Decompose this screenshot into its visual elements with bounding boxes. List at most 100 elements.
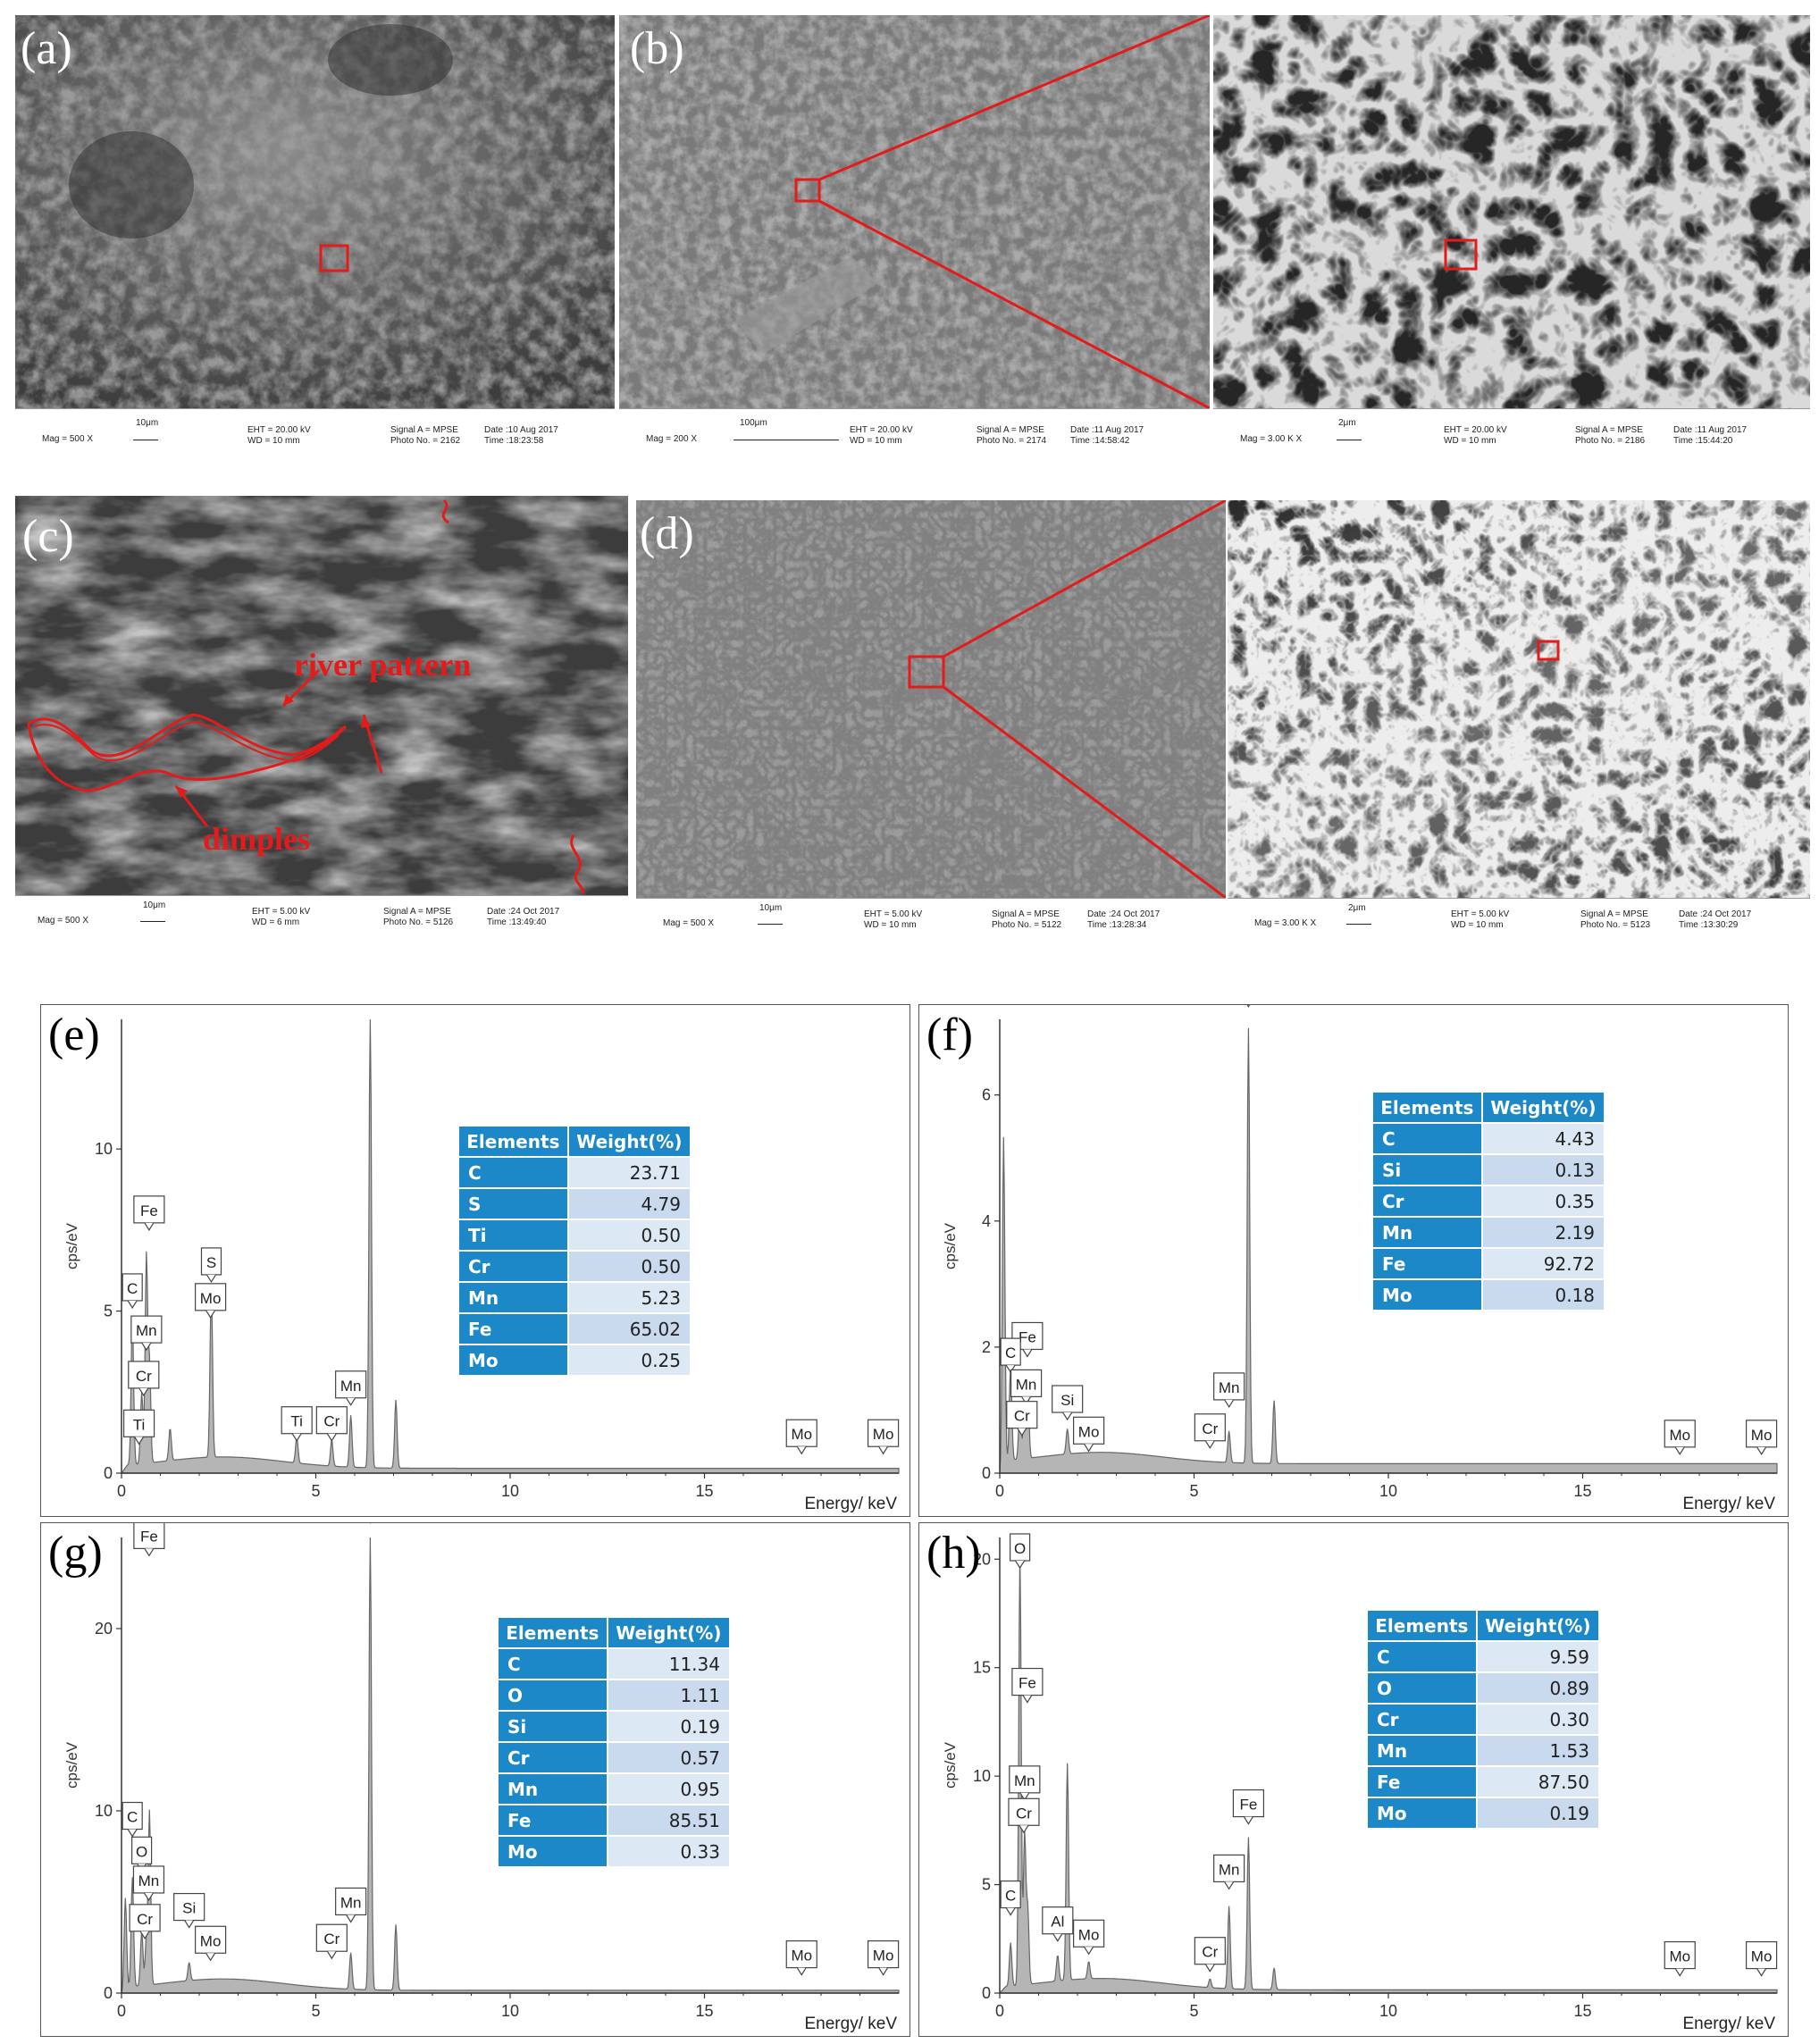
- peak-label-box: [1232, 1788, 1264, 1818]
- photo-text: Photo No. = 5122: [992, 920, 1062, 930]
- peak-label-pointer: [326, 1433, 337, 1442]
- peak-label-text: O: [1014, 1540, 1026, 1557]
- composition-table-e: Elements Weight(%) C 23.71 S 4.79 Ti 0.50 Cr 0.5…: [457, 1125, 692, 1377]
- wd-text: WD = 6 mm: [252, 917, 300, 927]
- y-tick-label: 4: [982, 1212, 991, 1230]
- element-cell: Fe: [497, 1804, 608, 1837]
- weight-cell: 0.50: [566, 1219, 692, 1252]
- y-tick-label: 15: [973, 1659, 991, 1677]
- region-marker: [1444, 239, 1478, 271]
- photo-text: Photo No. = 5126: [383, 917, 454, 927]
- weight-cell: 4.43: [1480, 1122, 1606, 1155]
- element-cell: Cr: [1371, 1185, 1483, 1218]
- weight-cell: 0.57: [606, 1741, 732, 1774]
- table-body: C 23.71 S 4.79 Ti 0.50 Cr 0.50 Mn 5.23 Fe 65.02 Mo 0.…: [457, 1156, 692, 1377]
- peak-label: Fe: [133, 1523, 165, 1557]
- table-row: Mo 0.18: [1371, 1278, 1606, 1311]
- peak-label: Mo: [1073, 1919, 1105, 1956]
- peak-label-box: [335, 1370, 367, 1399]
- peak-label-box: [1011, 1667, 1044, 1696]
- peak-label-box: [867, 1940, 900, 1969]
- peak-label-text: Mo: [791, 1426, 812, 1443]
- element-cell: Mn: [1371, 1216, 1483, 1249]
- element-cell: Si: [1371, 1153, 1483, 1186]
- table-row: C 11.34: [497, 1647, 732, 1680]
- weight-cell: 0.89: [1475, 1671, 1601, 1705]
- element-cell: C: [457, 1156, 569, 1189]
- element-cell: S: [457, 1187, 569, 1220]
- table-row: Fe 85.51: [497, 1804, 732, 1837]
- peak-label: Mn: [130, 1315, 163, 1352]
- peak-label-text: Cr: [136, 1368, 152, 1385]
- y-tick-label: 0: [982, 1464, 991, 1482]
- peak-label-text: Cr: [1202, 1420, 1218, 1437]
- signal-text: Signal A = MPSE: [977, 425, 1044, 435]
- peak-label-box: [785, 1419, 817, 1447]
- table-header-weight: Weight(%): [1475, 1609, 1601, 1642]
- table-row: Ti 0.50: [457, 1219, 692, 1252]
- y-axis-label: cps/eV: [63, 1741, 80, 1788]
- peak-label: Mo: [867, 1419, 900, 1455]
- peak-label: Ti: [122, 1409, 155, 1445]
- peak-label-pointer: [1246, 1005, 1251, 1009]
- region-marker: [1537, 640, 1560, 661]
- table-body: C 4.43 Si 0.13 Cr 0.35 Mn 2.19 Fe 92.72 Mo 0.18: [1371, 1122, 1606, 1311]
- peak-label: Mn: [132, 1865, 165, 1902]
- peak-label: Mn: [1213, 1854, 1245, 1890]
- table-row: Mo 0.33: [497, 1835, 732, 1868]
- peak-label-text: Mn: [1016, 1376, 1037, 1393]
- x-tick-label: 5: [311, 2002, 320, 2020]
- peak-label: Al: [1042, 1906, 1074, 1942]
- annotation-dimples: dimples: [203, 821, 311, 857]
- x-tick-label: 0: [995, 2002, 1004, 2020]
- sem-databar-b: Mag = 200 X 100μm EHT = 20.00 kV WD = 10…: [619, 408, 1210, 465]
- peak-label-box: [1745, 1940, 1778, 1970]
- peak-label-text: Mo: [1751, 1948, 1773, 1965]
- element-cell: O: [497, 1679, 608, 1712]
- sem-micrograph-b: [619, 15, 1210, 410]
- element-cell: C: [497, 1647, 608, 1680]
- peak-label: Cr: [1008, 1797, 1040, 1834]
- spectrum-area: [999, 1027, 1778, 1474]
- peak-label-text: S: [206, 1254, 216, 1271]
- peak-label-pointer: [1756, 1446, 1767, 1455]
- sem-databar-d: Mag = 500 X 10μm EHT = 5.00 kV WD = 10 m…: [636, 898, 1226, 945]
- table-row: C 9.59: [1366, 1640, 1601, 1673]
- peak-label-pointer: [1062, 1412, 1073, 1421]
- x-tick-label: 15: [1573, 1482, 1591, 1500]
- eds-panel-f: 0 2 4 6 0 5 10 15 cps/eV Energy/ keV Fe C Mn Cr Si Mo Cr…: [918, 1004, 1789, 1517]
- weight-cell: 65.02: [566, 1312, 692, 1345]
- time-text: Time :13:30:29: [1679, 920, 1739, 930]
- peak-label-pointer: [1017, 1428, 1027, 1437]
- peak-label-pointer: [138, 1387, 149, 1397]
- peak-label-text: Cr: [1014, 1408, 1030, 1425]
- sem-image-b-zoom: Mag = 3.00 K X 2μm EHT = 20.00 kV WD = 1…: [1213, 15, 1810, 465]
- peak-label: Mo: [195, 1283, 227, 1319]
- peak-label-pointer: [144, 1222, 155, 1231]
- sem-micrograph-d-zoom: [1228, 500, 1810, 898]
- sem-image-a: Mag = 500 X 10μm EHT = 20.00 kV WD = 10 …: [15, 15, 615, 465]
- peak-label: C: [1000, 1880, 1021, 1916]
- peak-label-box: [1194, 1413, 1226, 1442]
- peak-label-text: Mo: [791, 1948, 812, 1964]
- peak-label: Mn: [1010, 1369, 1043, 1405]
- peak-label-pointer: [1756, 1968, 1767, 1977]
- y-tick-label: 0: [982, 1984, 991, 2002]
- mag-text: Mag = 3.00 K X: [1254, 918, 1317, 928]
- sem-image-d: Mag = 500 X 10μm EHT = 5.00 kV WD = 10 m…: [636, 500, 1226, 945]
- x-axis-label: Energy/ keV: [1683, 2015, 1776, 2033]
- table-header-weight: Weight(%): [566, 1125, 692, 1158]
- peak-label-box: [1008, 1797, 1040, 1826]
- peak-label-pointer: [1204, 1440, 1215, 1449]
- y-tick-label: 5: [104, 1303, 113, 1320]
- table-row: C 4.43: [1371, 1122, 1606, 1155]
- peak-label-text: Fe: [140, 1202, 158, 1219]
- panel-label-f: (f): [926, 1009, 973, 1060]
- peak-label-box: [1073, 1919, 1105, 1948]
- peak-label: Cr: [1006, 1401, 1038, 1437]
- peak-label: C: [1000, 1337, 1021, 1374]
- spectrum-area: [121, 1537, 900, 1994]
- weight-cell: 1.53: [1475, 1734, 1601, 1767]
